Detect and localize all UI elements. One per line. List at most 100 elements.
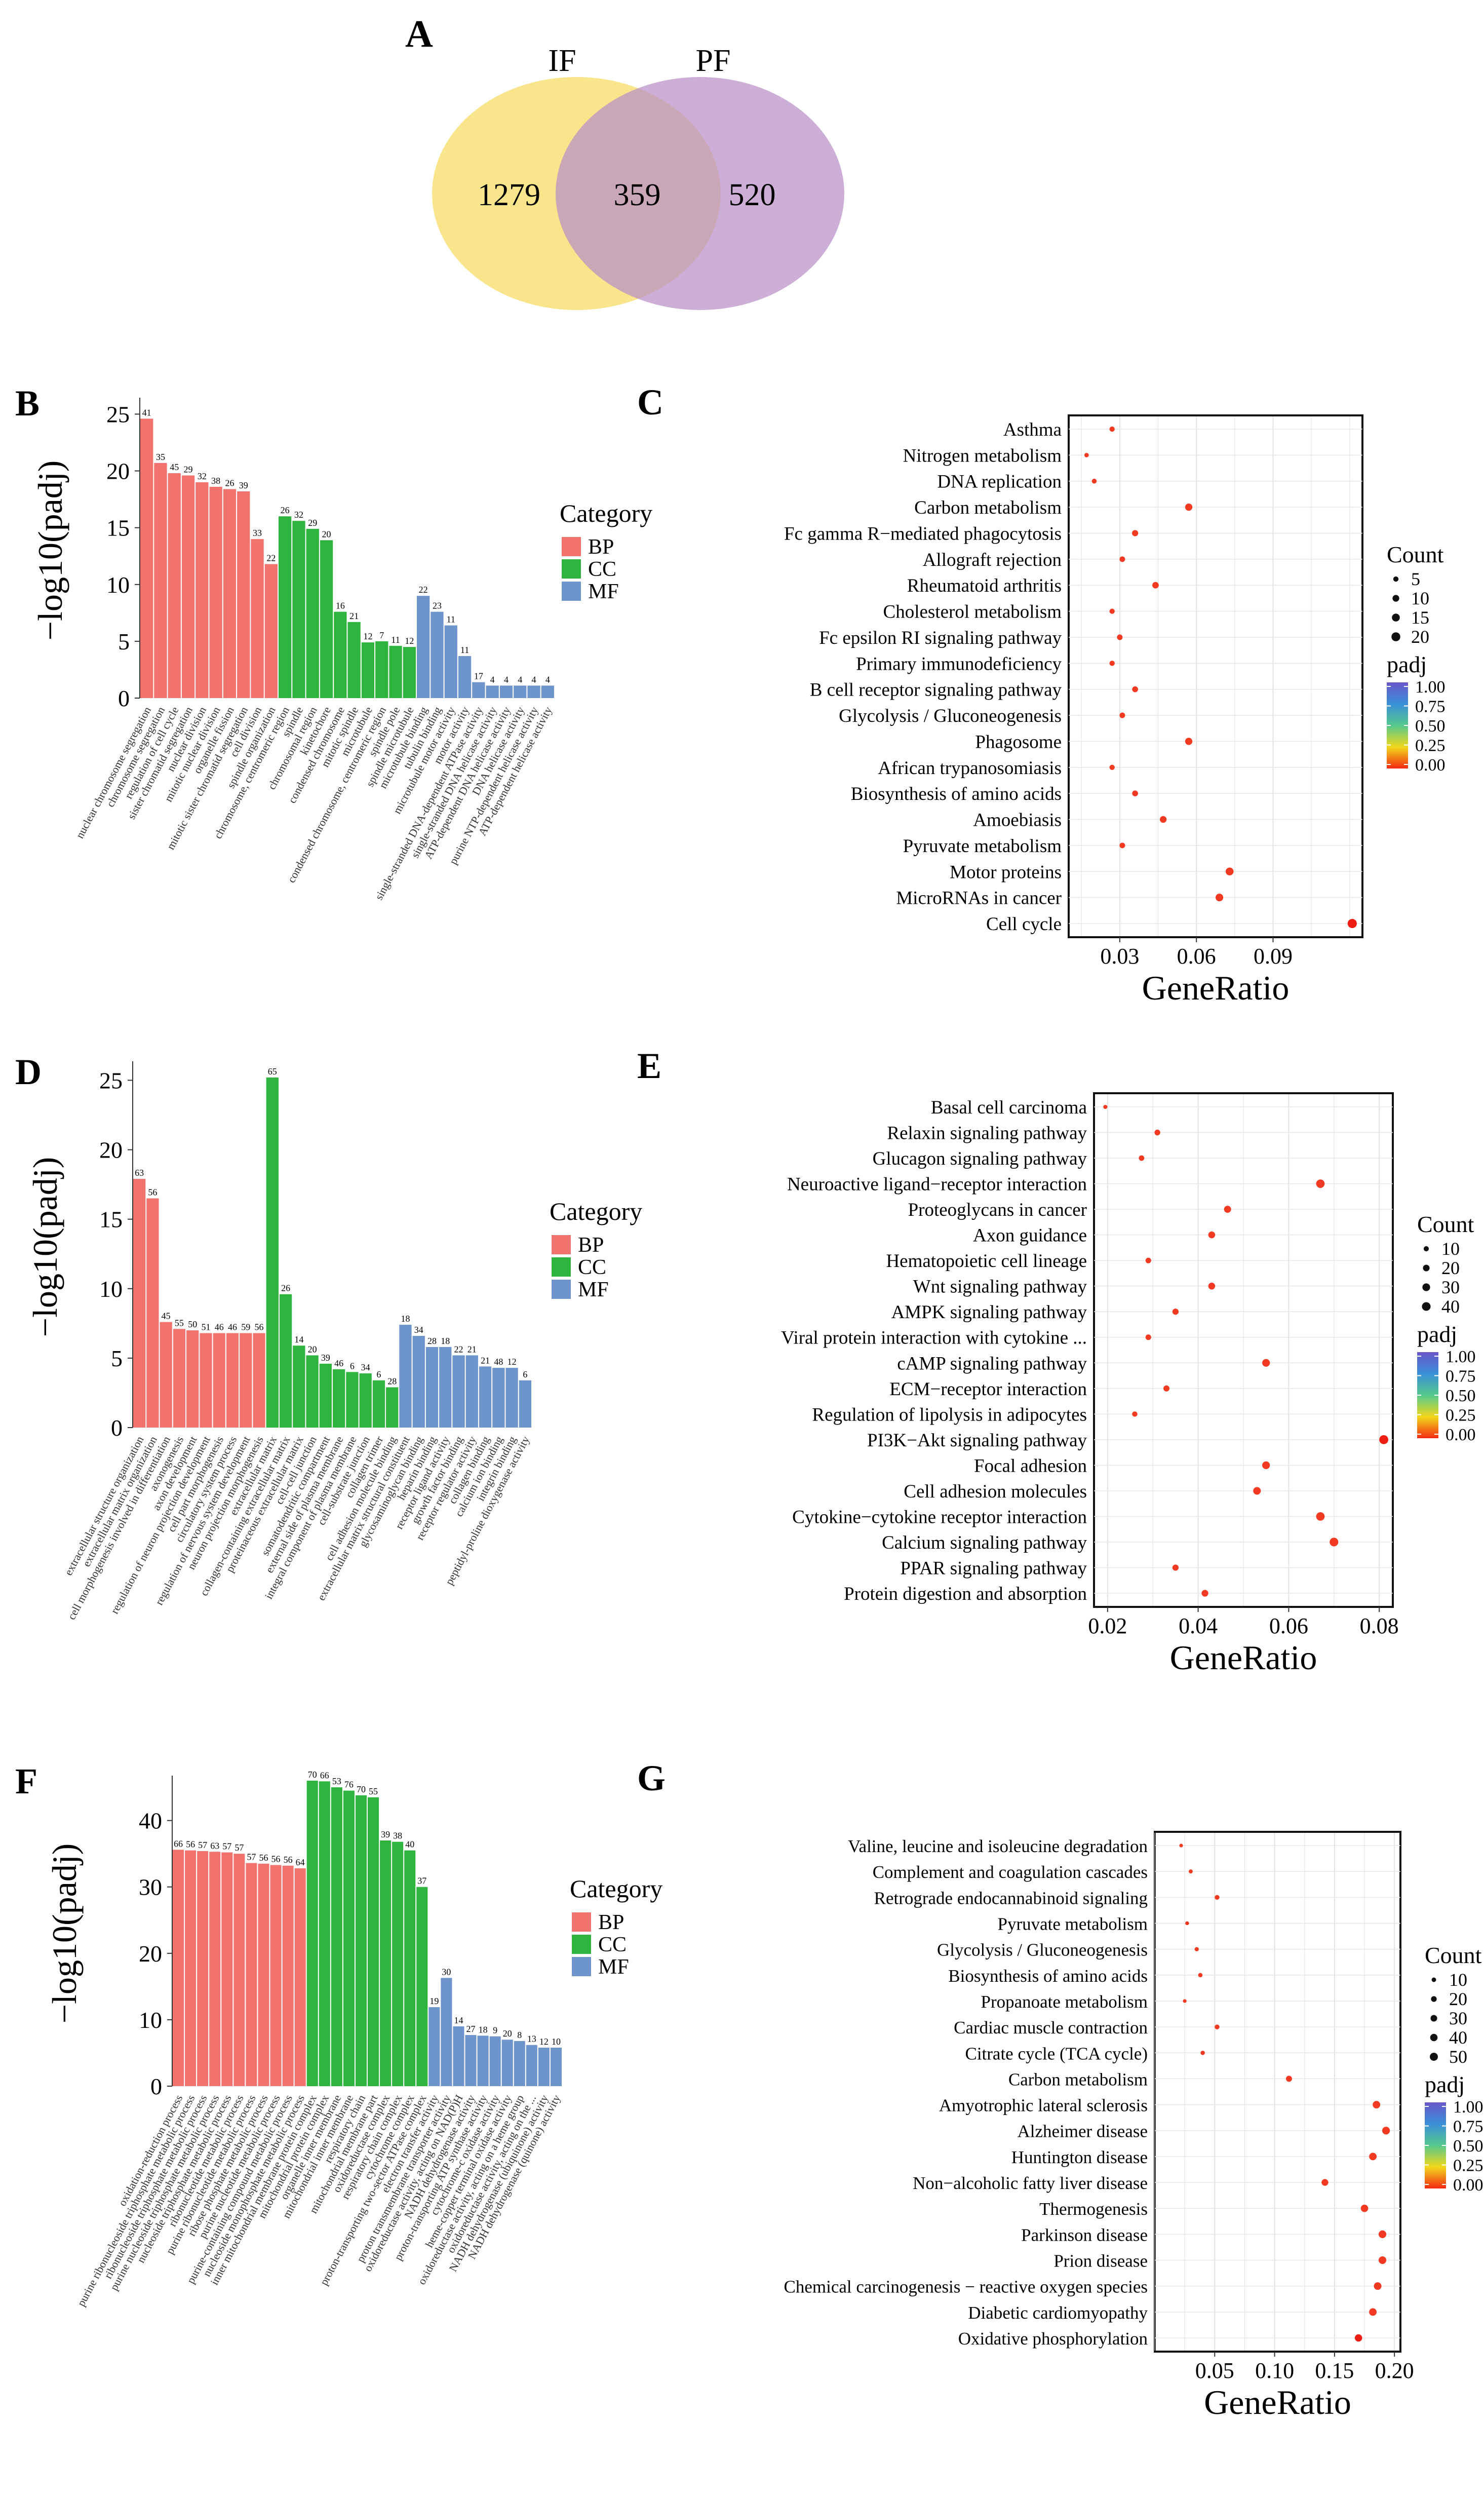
bar [359,1373,372,1428]
data-point [1109,608,1115,614]
data-point [1179,1843,1183,1848]
bar-count-label: 41 [142,407,151,417]
y-tick-label: Cell cycle [986,914,1062,935]
y-tick-label: Diabetic cardiomyopathy [968,2303,1148,2323]
bar-count-label: 13 [527,2034,536,2044]
bar [200,1333,212,1428]
data-point [1360,2204,1369,2212]
bar-count-label: 19 [429,1996,439,2006]
bar-count-label: 57 [235,1842,244,1853]
data-point [1084,452,1089,457]
y-tick-label: Relaxin signaling pathway [887,1123,1087,1144]
bar-count-label: 12 [363,631,372,641]
data-point [1198,1973,1203,1978]
bar [375,641,388,698]
legend-swatch [552,1257,571,1277]
color-legend-label: 0.75 [1453,2118,1483,2136]
bar [441,1978,452,2086]
bar-count-label: 50 [188,1319,197,1329]
bar-count-label: 17 [474,671,483,681]
bar [346,1372,359,1428]
bar [486,685,499,698]
y-tick-label: Hematopoietic cell lineage [886,1251,1087,1272]
data-point [1152,582,1159,589]
bar-count-label: 29 [184,465,193,475]
y-tick-label: 25 [106,401,130,427]
bar-count-label: 48 [494,1357,503,1367]
bar [240,1333,252,1428]
data-point [1330,1538,1339,1547]
bar-count-label: 26 [225,478,234,488]
x-tick-label: 0.15 [1315,2358,1354,2383]
data-point [1369,2153,1377,2161]
y-tick-label: Thermogenesis [1039,2199,1148,2219]
bar-count-label: 11 [447,614,455,624]
legend-label: CC [588,558,616,581]
size-legend-dot [1422,1283,1430,1291]
data-point [1354,2334,1362,2342]
legend-label: CC [598,1933,627,1956]
bar [173,1329,186,1428]
bar [293,1346,305,1428]
color-legend-label: 0.00 [1453,2176,1483,2195]
bar-count-label: 21 [349,611,359,621]
data-point [1201,1590,1208,1597]
color-legend-label: 1.00 [1453,2098,1483,2117]
y-tick-label: Allograft rejection [923,550,1062,570]
legend-label: BP [588,535,614,559]
data-point [1225,867,1234,876]
legend-swatch [562,582,581,601]
y-tick-label: Chemical carcinogenesis − reactive oxyge… [784,2277,1148,2297]
data-point [1347,918,1357,929]
bar-count-label: 8 [517,2030,522,2040]
bar-count-label: 70 [357,1784,366,1794]
legend-swatch [552,1280,571,1299]
legend-swatch [562,559,581,579]
bar [279,1294,292,1428]
bar [246,1863,257,2086]
y-tick-label: Retrograde endocannabinoid signaling [874,1888,1148,1908]
bar [160,1322,172,1428]
y-tick-label: AMPK signaling pathway [891,1302,1087,1323]
bar [361,642,375,698]
bar-count-label: 56 [148,1187,157,1198]
y-tick-label: 5 [111,1346,123,1371]
bar [146,1198,159,1428]
y-tick-label: Cytokine−cytokine receptor interaction [792,1507,1087,1527]
bar-count-label: 37 [417,1876,426,1886]
y-tick-label: Amoebiasis [973,810,1062,831]
bar [444,625,457,698]
bar-count-label: 56 [284,1855,293,1865]
legend-label: BP [598,1911,624,1934]
data-point [1382,2127,1390,2135]
bar [389,645,402,698]
data-point [1215,2024,1220,2029]
bar-count-label: 56 [271,1854,281,1864]
bar [306,1355,319,1428]
data-point [1159,816,1167,823]
color-legend-label: 0.25 [1453,2157,1483,2175]
x-tick-label: 0.06 [1269,1614,1308,1638]
bar-count-label: 56 [186,1839,195,1850]
data-point [1172,1564,1179,1571]
bar-count-label: 59 [241,1322,250,1332]
bar-count-label: 22 [419,585,428,595]
size-legend-dot [1391,632,1400,641]
data-point [1183,1999,1187,2003]
color-legend-label: 0.50 [1446,1387,1476,1405]
bar-count-label: 20 [503,2028,512,2039]
bar [213,1333,225,1428]
data-point [1185,1921,1189,1926]
bar-count-label: 16 [336,601,345,611]
data-point [1132,1411,1138,1417]
bar-count-label: 34 [414,1325,423,1335]
data-point [1163,1385,1170,1392]
color-legend-title: padj [1387,651,1427,677]
bar-count-label: 4 [532,674,536,684]
data-point [1145,1334,1151,1340]
legend-title: Category [560,499,652,527]
y-tick-label: Protein digestion and absorption [844,1584,1087,1604]
y-tick-label: PPAR signaling pathway [900,1558,1087,1579]
bar [431,611,444,698]
venn-if-only-count: 1279 [478,178,540,212]
